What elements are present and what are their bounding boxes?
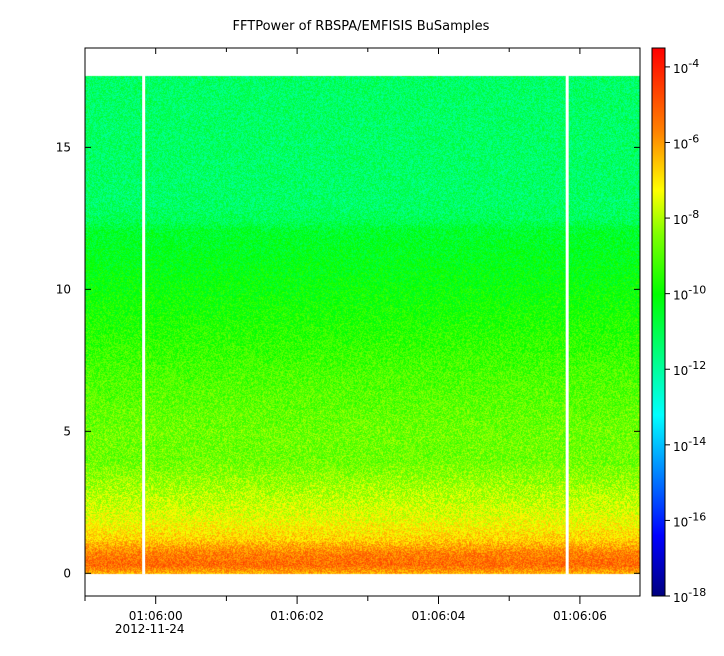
chart-title: FFTPower of RBSPA/EMFISIS BuSamples bbox=[233, 19, 490, 34]
data-gap-1 bbox=[565, 75, 569, 575]
y-tick-label: 15 bbox=[56, 140, 71, 154]
colorbar-tick-label: 10-4 bbox=[673, 57, 699, 76]
colorbar-tick-label: 10-14 bbox=[673, 435, 706, 454]
y-tick-label: 0 bbox=[63, 566, 71, 580]
data-gap-0 bbox=[142, 75, 146, 575]
plot-frame bbox=[84, 47, 641, 597]
x-tick-label: 01:06:02 bbox=[270, 609, 324, 623]
x-tick-label: 01:06:06 bbox=[553, 609, 607, 623]
colorbar bbox=[651, 47, 666, 597]
colorbar-tick-label: 10-6 bbox=[673, 132, 699, 151]
x-tick-label: 01:06:00 bbox=[129, 609, 183, 623]
colorbar-tick-label: 10-12 bbox=[673, 359, 706, 378]
spectrogram-image bbox=[85, 48, 640, 596]
y-tick-label: 5 bbox=[63, 424, 71, 438]
colorbar-tick-label: 10-16 bbox=[673, 510, 706, 529]
x-tick-date-label: 2012-11-24 bbox=[115, 622, 185, 636]
y-tick-label: 10 bbox=[56, 282, 71, 296]
colorbar-tick-label: 10-18 bbox=[673, 586, 706, 605]
colorbar-tick-label: 10-10 bbox=[673, 284, 706, 303]
colorbar-tick-label: 10-8 bbox=[673, 208, 699, 227]
x-tick-label: 01:06:04 bbox=[412, 609, 466, 623]
